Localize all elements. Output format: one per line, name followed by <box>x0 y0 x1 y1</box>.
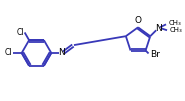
Text: O: O <box>134 16 142 25</box>
Text: Cl: Cl <box>4 48 12 57</box>
Text: N: N <box>58 48 65 57</box>
Text: CH₃: CH₃ <box>169 20 182 26</box>
Text: CH₃: CH₃ <box>170 27 183 33</box>
Text: N: N <box>155 24 162 33</box>
Text: Br: Br <box>151 50 160 59</box>
Text: Cl: Cl <box>16 28 24 37</box>
